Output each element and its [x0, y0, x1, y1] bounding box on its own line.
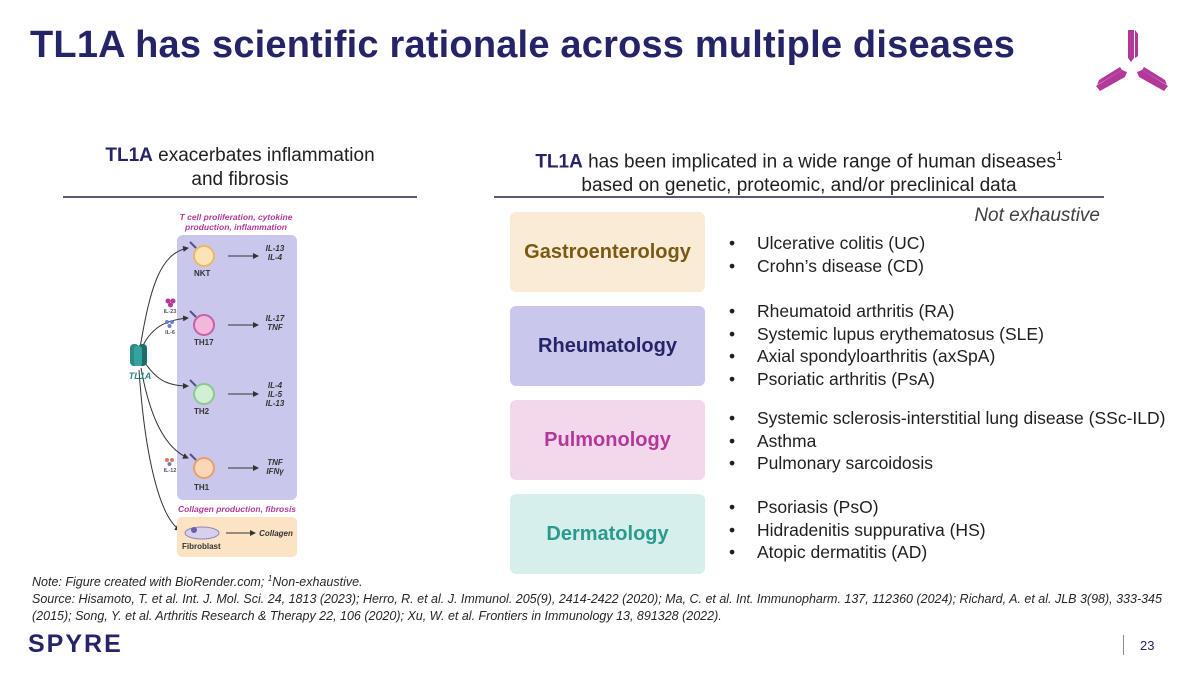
cell-name: TH1 [194, 483, 210, 492]
collagen-label: Collagen [259, 529, 293, 538]
disease-item: Psoriasis (PsO) [729, 496, 986, 519]
cytokine-out: TNF [267, 458, 284, 467]
footnote-source: Source: Hisamoto, T. et al. Int. J. Mol.… [32, 592, 1162, 624]
disease-item: Rheumatoid arthritis (RA) [729, 300, 1044, 323]
cytokine-out: IL-4 [268, 381, 283, 390]
cytokine-out: IL-17 [266, 314, 285, 323]
t-cell-panel [177, 235, 297, 500]
page-number: 23 [1140, 638, 1155, 653]
category-gastroenterology: Gastroenterology [510, 212, 705, 292]
cytokine-out: IL-13 [266, 399, 285, 408]
disease-item: Ulcerative colitis (UC) [729, 232, 925, 255]
disease-item: Psoriatic arthritis (PsA) [729, 368, 1044, 391]
cytokine-in: IL-12 [164, 468, 177, 474]
tl1a-strong: TL1A [105, 145, 153, 166]
category-rheumatology: Rheumatology [510, 306, 705, 386]
cytokine-in: IL-6 [165, 330, 175, 336]
fibroblast-icon [184, 526, 220, 540]
disease-item: Axial spondyloarthritis (axSpA) [729, 345, 1044, 368]
cell-th2: TH2 IL-4 IL-5 IL-13 [189, 379, 285, 416]
category-label: Pulmonology [544, 428, 671, 451]
cytokine-out: IL-5 [268, 390, 283, 399]
disease-item: Systemic lupus erythematosus (SLE) [729, 323, 1044, 346]
cytokine-out: IFNγ [266, 467, 284, 476]
cytokine-out: IL-4 [268, 253, 283, 262]
cytokine-in: IL-23 [164, 309, 177, 315]
cell-name: NKT [194, 269, 211, 278]
disease-item: Atopic dermatitis (AD) [729, 541, 986, 564]
left-header-divider [63, 196, 417, 198]
right-header-line2: based on genetic, proteomic, and/or prec… [581, 175, 1017, 197]
tl1a-icon [130, 344, 147, 366]
footnote-marker: 1 [267, 574, 273, 583]
right-column-header: TL1A has been implicated in a wide range… [494, 144, 1104, 198]
footnote-marker: 1 [1056, 149, 1063, 163]
bottom-caption: Collagen production, fibrosis [178, 504, 296, 514]
page-title: TL1A has scientific rationale across mul… [30, 24, 1016, 66]
right-header-divider [494, 196, 1104, 198]
disease-item: Crohn’s disease (CD) [729, 255, 925, 278]
right-header-line1: has been implicated in a wide range of h… [582, 151, 1056, 173]
tl1a-label: TL1A [129, 371, 152, 381]
spyre-logo-mark-icon [1096, 30, 1168, 91]
tl1a-strong: TL1A [535, 151, 583, 173]
category-label: Gastroenterology [524, 240, 691, 263]
category-label: Dermatology [546, 522, 669, 545]
spyre-wordmark: SPYRE [28, 630, 123, 658]
dermatology-disease-list: Psoriasis (PsO) Hidradenitis suppurativa… [729, 496, 986, 564]
cytokine-out: IL-13 [266, 244, 285, 253]
footnote: Note: Figure created with BioRender.com;… [32, 570, 1172, 625]
cell-th1: IL-12 TH1 TNF IFNγ [164, 453, 284, 492]
category-dermatology: Dermatology [510, 494, 705, 574]
category-label: Rheumatology [538, 334, 677, 357]
category-pulmonology: Pulmonology [510, 400, 705, 480]
pulmonology-disease-list: Systemic sclerosis-interstitial lung dis… [729, 407, 1165, 475]
gastroenterology-disease-list: Ulcerative colitis (UC) Crohn’s disease … [729, 232, 925, 277]
tl1a-mechanism-figure: T cell proliferation, cytokine productio… [129, 212, 297, 557]
page-number-divider [1123, 635, 1124, 655]
not-exhaustive-label: Not exhaustive [974, 205, 1100, 226]
left-header-line1: exacerbates inflammation [152, 145, 375, 166]
left-column-header: TL1A exacerbates inflammation and fibros… [60, 144, 420, 192]
footnote-note: Note: Figure created with BioRender.com; [32, 575, 268, 590]
top-caption-1: T cell proliferation, cytokine [180, 212, 293, 222]
cytokine-out: TNF [267, 323, 284, 332]
footnote-note-end: Non-exhaustive. [272, 575, 363, 590]
disease-item: Pulmonary sarcoidosis [729, 452, 1165, 475]
fibroblast-label: Fibroblast [182, 542, 221, 551]
disease-item: Asthma [729, 430, 1165, 453]
disease-item: Systemic sclerosis-interstitial lung dis… [729, 407, 1165, 430]
cell-name: TH2 [194, 407, 210, 416]
top-caption-2: production, inflammation [184, 222, 287, 232]
cell-th17: IL-23 IL-6 TH17 IL-17 TNF [164, 298, 285, 347]
left-header-line2: and fibrosis [191, 169, 289, 190]
cell-name: TH17 [194, 338, 214, 347]
cell-nkt: NKT IL-13 IL-4 [189, 241, 285, 278]
rheumatology-disease-list: Rheumatoid arthritis (RA) Systemic lupus… [729, 300, 1044, 390]
tl1a-arrows [138, 245, 189, 531]
disease-item: Hidradenitis suppurativa (HS) [729, 519, 986, 542]
